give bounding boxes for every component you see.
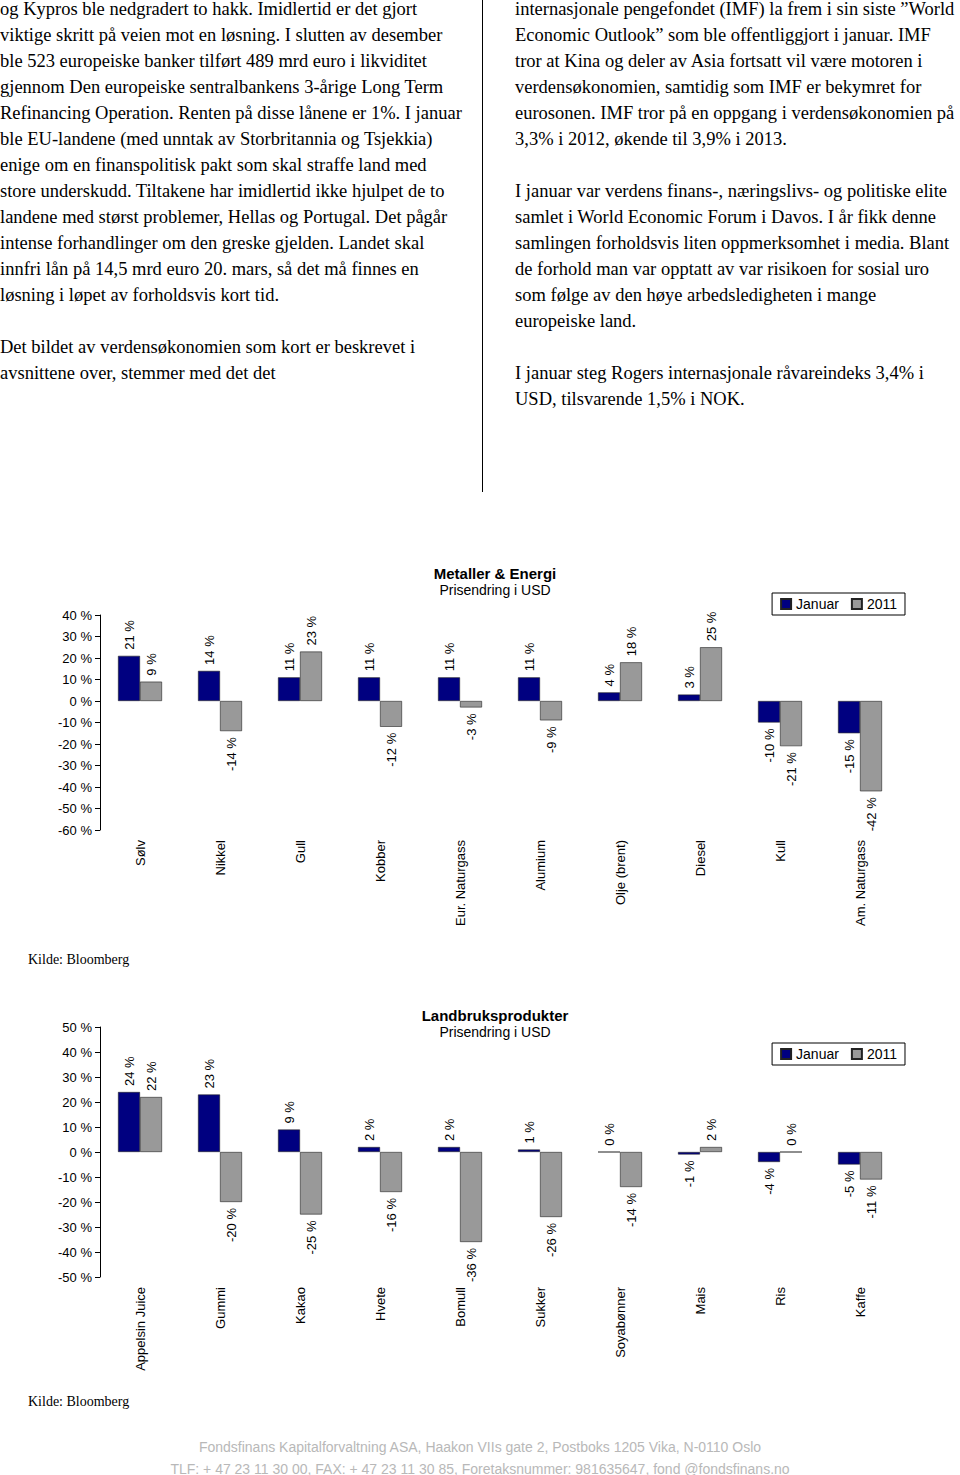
svg-text:-15 %: -15 % [842,739,857,773]
svg-text:50 %: 50 % [62,1020,92,1035]
svg-text:Alumium: Alumium [533,840,548,891]
svg-text:11 %: 11 % [362,642,377,671]
svg-text:Landbruksprodukter: Landbruksprodukter [422,1007,569,1024]
svg-text:-20 %: -20 % [224,1208,239,1242]
svg-text:Appelsin Juice: Appelsin Juice [133,1287,148,1371]
svg-text:11 %: 11 % [522,642,537,671]
svg-text:25 %: 25 % [704,611,719,641]
svg-text:-25 %: -25 % [304,1220,319,1254]
svg-text:Am. Naturgass: Am. Naturgass [853,840,868,926]
svg-text:10 %: 10 % [62,1120,92,1135]
svg-text:0 %: 0 % [70,1145,93,1160]
svg-text:23 %: 23 % [202,1058,217,1088]
svg-text:-50 %: -50 % [58,1270,92,1285]
html-text:Fondsfinans Kapitalforvaltning: Fondsfinans Kapitalforvaltning ASA, Haak… [198,1439,762,1455]
svg-text:18 %: 18 % [624,626,639,656]
svg-text:9 %: 9 % [144,653,159,676]
svg-text:-42 %: -42 % [864,797,879,831]
svg-text:Ris: Ris [773,1287,788,1306]
svg-text:-10 %: -10 % [58,715,92,730]
svg-text:-36 %: -36 % [464,1248,479,1282]
svg-text:40 %: 40 % [62,1045,92,1060]
svg-text:Eur. Naturgass: Eur. Naturgass [453,840,468,926]
svg-text:Soyabønner: Soyabønner [613,1286,628,1357]
svg-text:-9 %: -9 % [544,726,559,753]
svg-text:Gummi: Gummi [213,1287,228,1329]
svg-text:11 %: 11 % [442,642,457,671]
svg-text:40 %: 40 % [62,608,92,623]
svg-text:Bomull: Bomull [453,1287,468,1327]
svg-text:2011: 2011 [867,1046,897,1062]
svg-text:30 %: 30 % [62,629,92,644]
svg-text:0 %: 0 % [784,1123,799,1146]
svg-text:-30 %: -30 % [58,1220,92,1235]
svg-text:-3 %: -3 % [464,713,479,740]
svg-text:-26 %: -26 % [544,1223,559,1257]
svg-text:Olje (brent): Olje (brent) [613,840,628,905]
svg-text:-10 %: -10 % [762,728,777,762]
svg-text:Januar: Januar [796,596,839,612]
svg-text:Januar: Januar [796,1046,839,1062]
svg-text:-10 %: -10 % [58,1170,92,1185]
svg-text:-11 %: -11 % [864,1185,879,1218]
svg-text:Hvete: Hvete [373,1287,388,1321]
svg-text:-50 %: -50 % [58,801,92,816]
svg-text:22 %: 22 % [144,1061,159,1091]
svg-text:-14 %: -14 % [224,737,239,771]
svg-text:-16 %: -16 % [384,1198,399,1232]
svg-text:-21 %: -21 % [784,752,799,786]
svg-text:-4 %: -4 % [762,1168,777,1195]
svg-text:-40 %: -40 % [58,780,92,795]
svg-text:Kull: Kull [773,840,788,862]
svg-text:Diesel: Diesel [693,840,708,876]
svg-text:20 %: 20 % [62,651,92,666]
svg-text:-40 %: -40 % [58,1245,92,1260]
svg-text:-12 %: -12 % [384,732,399,766]
svg-text:-14 %: -14 % [624,1193,639,1227]
svg-text:2 %: 2 % [704,1118,719,1141]
svg-text:-1 %: -1 % [682,1160,697,1187]
html-text:Kilde: Bloomberg: Kilde: Bloomberg [28,1394,130,1409]
svg-text:Prisendring i USD: Prisendring i USD [439,1024,550,1040]
svg-text:1 %: 1 % [522,1121,537,1144]
svg-text:2 %: 2 % [442,1118,457,1141]
svg-text:11 %: 11 % [282,642,297,671]
svg-text:Kakao: Kakao [293,1287,308,1324]
svg-text:9 %: 9 % [282,1101,297,1124]
html-text:Det bildet av verdensøkonomien: Det bildet av verdensøkonomien som kort … [0,337,416,383]
svg-text:-30 %: -30 % [58,758,92,773]
svg-text:4 %: 4 % [602,664,617,687]
svg-text:0 %: 0 % [602,1123,617,1146]
svg-text:30 %: 30 % [62,1070,92,1085]
svg-text:Prisendring i USD: Prisendring i USD [439,582,550,598]
svg-text:Mais: Mais [693,1287,708,1315]
svg-text:Sukker: Sukker [533,1286,548,1327]
svg-text:-60 %: -60 % [58,823,92,838]
svg-text:23 %: 23 % [304,615,319,645]
svg-text:2 %: 2 % [362,1118,377,1141]
svg-text:24 %: 24 % [122,1056,137,1086]
html-text:I januar steg Rogers internasj: I januar steg Rogers internasjonale råva… [515,363,924,409]
html-text:I januar var verdens finans-,: I januar var verdens finans-, næringsliv… [515,181,950,331]
svg-text:21 %: 21 % [122,620,137,650]
html-text:og Kypros ble nedgradert to ha: og Kypros ble nedgradert to hakk. Imidle… [0,0,462,305]
svg-text:2011: 2011 [867,596,897,612]
svg-text:Metaller & Energi: Metaller & Energi [434,565,557,582]
svg-text:Nikkel: Nikkel [213,840,228,876]
svg-text:Gull: Gull [293,840,308,863]
svg-text:-5 %: -5 % [842,1170,857,1197]
svg-text:3 %: 3 % [682,666,697,689]
svg-text:Sølv: Sølv [133,840,148,867]
svg-text:20 %: 20 % [62,1095,92,1110]
html-text:internasjonale pengefondet (IM: internasjonale pengefondet (IMF) la frem… [515,0,955,149]
svg-text:-20 %: -20 % [58,737,92,752]
svg-text:10 %: 10 % [62,672,92,687]
svg-text:-20 %: -20 % [58,1195,92,1210]
svg-text:Kaffe: Kaffe [853,1287,868,1317]
html-text:Kilde: Bloomberg: Kilde: Bloomberg [28,952,130,967]
svg-text:0 %: 0 % [70,694,93,709]
svg-text:Kobber: Kobber [373,839,388,882]
svg-text:14 %: 14 % [202,635,217,665]
